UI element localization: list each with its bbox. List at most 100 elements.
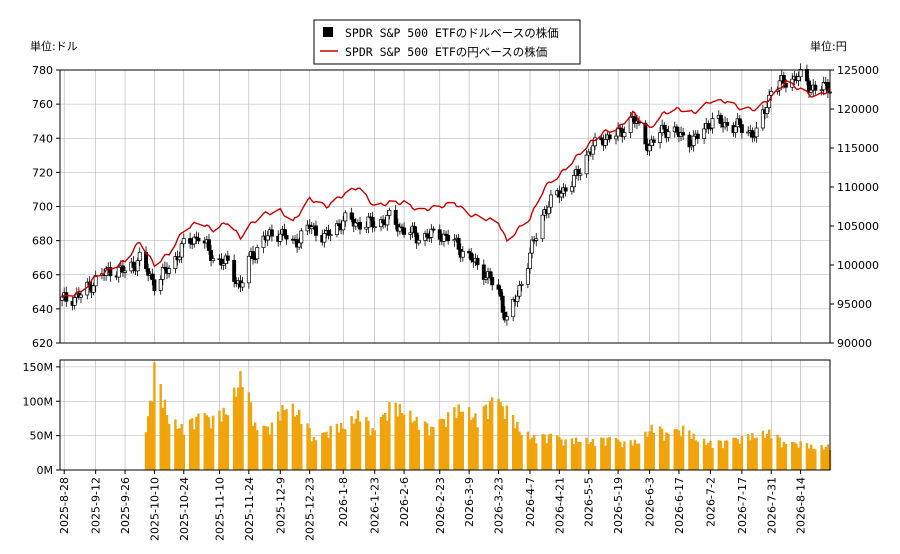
candle-body	[278, 233, 283, 242]
candle-body	[343, 212, 348, 222]
volume-bar	[805, 443, 809, 470]
volume-bar	[232, 387, 236, 470]
volume-bar	[681, 425, 685, 470]
volume-bar	[415, 416, 418, 470]
volume-bar	[526, 431, 530, 470]
volume-bar	[396, 416, 399, 470]
volume-bar	[644, 431, 647, 470]
volume-bar	[606, 437, 609, 470]
volume-bar	[795, 443, 798, 470]
volume-bar	[381, 414, 385, 470]
volume-bar	[820, 445, 823, 470]
candle-body	[297, 242, 302, 248]
candle-body	[372, 226, 377, 229]
volume-bar	[444, 427, 448, 470]
volume-bar	[732, 437, 735, 470]
candle-body	[219, 258, 224, 266]
candle-body	[72, 297, 77, 306]
x-tick-label: 2026-6-17	[673, 477, 686, 534]
volume-bar	[467, 407, 471, 470]
candle-body	[416, 239, 421, 244]
volume-bar	[291, 403, 295, 470]
volume-bar	[780, 447, 783, 470]
volume-bar	[222, 407, 225, 470]
candle-body	[725, 122, 730, 126]
volume-bar	[799, 441, 802, 470]
volume-bar	[667, 433, 670, 470]
volume-bar	[482, 406, 486, 470]
volume-bar	[740, 435, 744, 470]
candle-body	[326, 230, 331, 236]
left-unit-label: 単位:ドル	[30, 39, 78, 53]
candle-body	[437, 229, 442, 240]
candle-body	[207, 239, 211, 251]
candle-body	[614, 135, 618, 140]
right-tick-label: 105000	[837, 220, 879, 233]
candle-body	[364, 226, 369, 230]
left-tick-label: 760	[32, 98, 53, 111]
candle-body	[546, 206, 551, 215]
candle-body	[366, 216, 371, 228]
volume-bar	[209, 428, 213, 470]
volume-bar	[323, 432, 326, 470]
volume-bar	[367, 420, 370, 470]
volume-bar	[778, 437, 781, 470]
volume-bar	[413, 420, 416, 470]
volume-bar	[190, 418, 194, 470]
volume-bar	[459, 411, 462, 470]
candle-body	[647, 145, 652, 152]
candle-body	[181, 238, 186, 245]
candle-body	[530, 239, 535, 254]
volume-bar	[310, 441, 313, 470]
volume-bar	[220, 421, 223, 470]
volume-bar	[386, 420, 389, 470]
volume-bar	[723, 440, 727, 470]
candle-body	[179, 243, 184, 258]
volume-bar	[616, 439, 620, 470]
candle-body	[593, 137, 597, 147]
volume-bar	[159, 383, 162, 470]
volume-bar	[253, 422, 257, 470]
volume-bar	[224, 414, 227, 470]
volume-bar	[369, 435, 372, 470]
candle-body	[804, 69, 809, 82]
candle-body	[414, 232, 419, 244]
candle-body	[123, 270, 127, 273]
candle-body	[196, 237, 201, 242]
x-tick-label: 2026-7-2	[704, 477, 717, 527]
volume-bar	[688, 430, 691, 470]
candle-body	[221, 263, 226, 266]
left-tick-label: 780	[32, 64, 53, 77]
volume-bar	[264, 426, 267, 470]
candle-body	[137, 251, 142, 261]
volume-bar	[297, 409, 301, 470]
volume-bar	[749, 440, 752, 470]
volume-bar	[193, 429, 196, 470]
volume-bar	[558, 436, 561, 470]
candle-body	[706, 123, 711, 129]
volume-bar	[235, 396, 238, 470]
candle-body	[108, 267, 113, 277]
candle-body	[483, 277, 488, 280]
legend-dollar-swatch	[323, 27, 333, 37]
legend-dollar-label: SPDR S&P 500 ETFのドルベースの株価	[345, 26, 559, 40]
candle-body	[135, 260, 140, 272]
volume-bar	[174, 419, 177, 470]
volume-bar	[734, 437, 737, 470]
candle-body	[255, 247, 260, 260]
candle-body	[781, 75, 786, 84]
candle-body	[444, 233, 448, 236]
candle-body	[809, 89, 814, 93]
volume-bar	[352, 423, 355, 470]
candle-body	[695, 133, 700, 139]
volume-bar	[541, 434, 544, 470]
volume-bar	[430, 426, 433, 470]
candle-body	[370, 217, 375, 228]
volume-bar	[543, 434, 546, 470]
candle-body	[733, 126, 738, 134]
volume-bar	[165, 415, 169, 470]
volume-bar	[371, 428, 374, 470]
volume-bar	[300, 424, 303, 470]
candle-body	[284, 235, 289, 240]
